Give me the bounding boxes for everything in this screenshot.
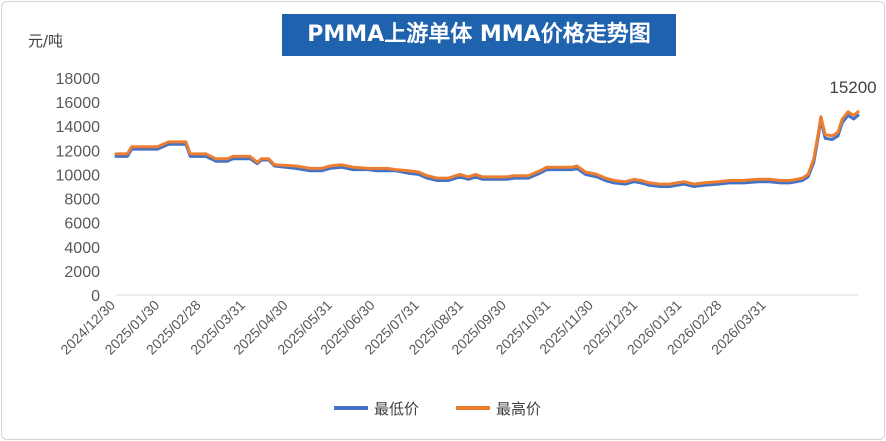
x-axis-ticks: 2024/12/302025/01/302025/02/282025/03/31… — [57, 297, 769, 358]
y-tick-label: 10000 — [56, 167, 101, 184]
y-tick-label: 18000 — [56, 71, 101, 88]
y-tick-label: 16000 — [56, 95, 101, 112]
legend: 最低价 最高价 — [334, 400, 541, 418]
series-line-2 — [114, 110, 860, 186]
title-box — [282, 14, 676, 56]
legend-label: 最低价 — [374, 400, 419, 418]
data-label: 15200 — [829, 78, 876, 97]
y-tick-label: 4000 — [64, 240, 100, 257]
series-lines — [114, 110, 860, 188]
y-tick-label: 14000 — [56, 119, 101, 136]
y-axis-unit-label: 元/吨 — [28, 32, 64, 50]
legend-label: 最高价 — [496, 400, 541, 418]
y-tick-label: 0 — [91, 288, 100, 305]
annotations: 15200 — [829, 78, 876, 97]
y-tick-label: 12000 — [56, 143, 101, 160]
chart-title: PMMA上游单体 MMA价格走势图 — [307, 22, 651, 47]
y-axis-ticks: 0 2000 4000 6000 8000 10000 12000 14000 16000 180… — [56, 71, 101, 305]
y-tick-label: 8000 — [64, 192, 100, 209]
y-tick-label: 2000 — [64, 264, 100, 281]
y-tick-label: 6000 — [64, 216, 100, 233]
